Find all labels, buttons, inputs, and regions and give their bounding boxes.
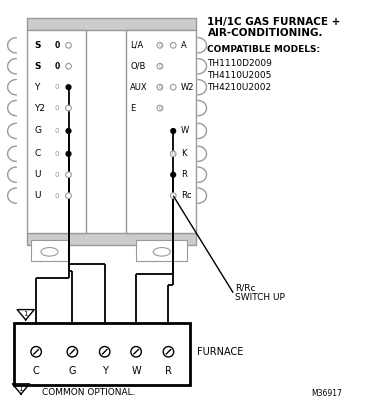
Text: O/B: O/B — [130, 62, 146, 71]
Text: 1: 1 — [23, 311, 28, 317]
Text: 0: 0 — [55, 84, 59, 90]
Text: 0: 0 — [55, 128, 59, 134]
Text: COMPATIBLE MODELS:: COMPATIBLE MODELS: — [207, 45, 321, 54]
Text: Y: Y — [34, 83, 40, 92]
Text: R: R — [165, 366, 172, 376]
Circle shape — [170, 84, 176, 90]
Text: W: W — [131, 366, 141, 376]
Text: FURNACE: FURNACE — [197, 347, 243, 357]
Ellipse shape — [41, 248, 58, 256]
Text: U: U — [34, 170, 41, 179]
Circle shape — [66, 193, 71, 199]
Circle shape — [170, 151, 176, 157]
Text: TH1110D2009: TH1110D2009 — [207, 59, 272, 68]
Circle shape — [131, 346, 141, 357]
Text: Y: Y — [102, 366, 108, 376]
Text: TH4110U2005: TH4110U2005 — [207, 71, 272, 80]
Circle shape — [157, 42, 163, 48]
Text: U: U — [34, 191, 41, 200]
Text: Rc: Rc — [181, 191, 191, 200]
Text: TH4210U2002: TH4210U2002 — [207, 83, 272, 92]
Text: W: W — [181, 126, 189, 135]
Circle shape — [66, 172, 71, 177]
Text: 1: 1 — [19, 386, 23, 392]
Text: 0: 0 — [171, 151, 175, 156]
Text: AUX: AUX — [130, 83, 148, 92]
Bar — [136, 240, 188, 262]
Ellipse shape — [153, 248, 170, 256]
Circle shape — [157, 63, 163, 69]
Text: R/Rc: R/Rc — [235, 284, 255, 293]
Text: 0: 0 — [55, 172, 59, 178]
Text: 0: 0 — [55, 193, 59, 199]
Text: 0: 0 — [158, 85, 161, 90]
Text: G: G — [69, 366, 76, 376]
Text: S: S — [34, 41, 41, 50]
Text: G: G — [34, 126, 41, 135]
Text: 0: 0 — [158, 106, 161, 111]
Bar — [27, 18, 196, 30]
Circle shape — [157, 84, 163, 90]
Text: 0: 0 — [55, 151, 59, 157]
Circle shape — [66, 63, 71, 69]
Bar — [126, 30, 196, 233]
Bar — [14, 323, 190, 385]
Text: Y2: Y2 — [34, 104, 45, 113]
Text: E: E — [130, 104, 136, 113]
Circle shape — [171, 172, 175, 177]
Text: M36917: M36917 — [312, 389, 343, 398]
Circle shape — [99, 346, 110, 357]
Text: C: C — [34, 149, 40, 158]
Circle shape — [170, 193, 176, 199]
Text: AIR-CONDITIONING.: AIR-CONDITIONING. — [207, 28, 323, 38]
Bar — [27, 30, 86, 233]
Text: 0: 0 — [54, 62, 60, 71]
Circle shape — [157, 105, 163, 111]
Text: A: A — [181, 41, 186, 50]
Circle shape — [66, 151, 71, 156]
Circle shape — [66, 85, 71, 90]
Circle shape — [66, 42, 71, 48]
Circle shape — [66, 129, 71, 133]
Text: SWITCH UP: SWITCH UP — [235, 293, 285, 302]
Circle shape — [170, 42, 176, 48]
Text: W2: W2 — [181, 83, 194, 92]
Circle shape — [171, 129, 175, 133]
Circle shape — [66, 105, 71, 111]
Circle shape — [163, 346, 174, 357]
Text: 0: 0 — [54, 41, 60, 50]
Text: 0: 0 — [158, 64, 161, 69]
Text: 1H/1C GAS FURNACE +: 1H/1C GAS FURNACE + — [207, 17, 341, 27]
Bar — [32, 240, 68, 262]
Text: COMMON OPTIONAL.: COMMON OPTIONAL. — [42, 388, 135, 397]
Text: S: S — [34, 62, 41, 71]
Text: L/A: L/A — [130, 41, 143, 50]
Text: 0: 0 — [55, 105, 59, 111]
Text: R: R — [181, 170, 187, 179]
Bar — [27, 233, 196, 245]
Text: 0: 0 — [158, 43, 161, 48]
Text: K: K — [181, 149, 186, 158]
Text: C: C — [33, 366, 40, 376]
Circle shape — [67, 346, 77, 357]
Circle shape — [31, 346, 41, 357]
